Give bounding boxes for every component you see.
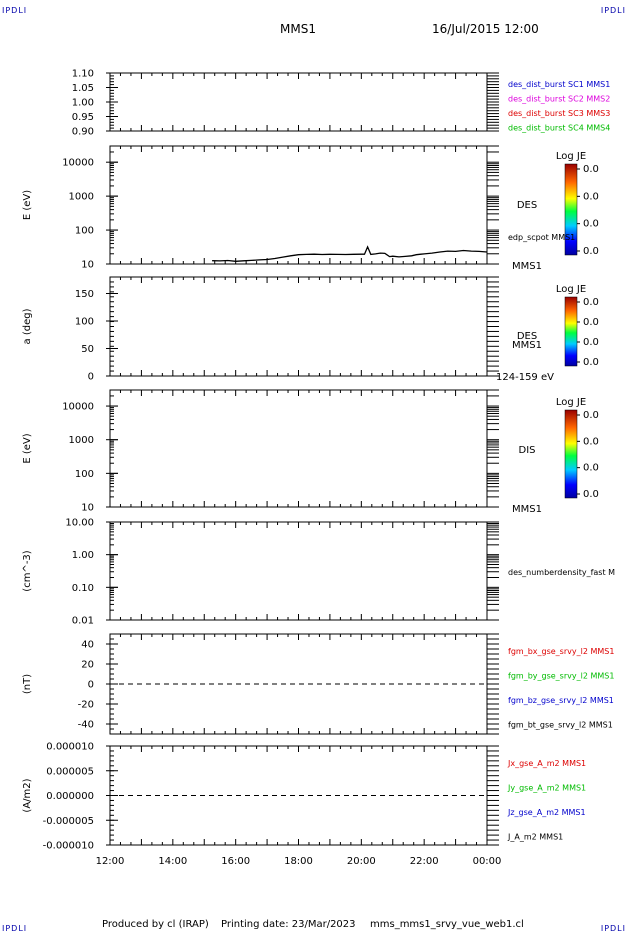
y-axis-label: E (eV) [22, 190, 33, 220]
colorbar-tick-label: 0.0 [583, 357, 599, 368]
colorbar-tick-label: 0.0 [583, 191, 599, 202]
legend-entry: J_A_m2 MMS1 [507, 833, 563, 842]
legend-entry: Jy_gse_A_m2 MMS1 [507, 784, 586, 793]
colorbar-title: Log JE [556, 151, 586, 162]
instrument-label: DES [517, 200, 537, 211]
colorbar [564, 296, 578, 367]
series-line [212, 245, 488, 262]
y-tick-label: 0.000005 [46, 766, 94, 777]
y-tick-label: 1.00 [72, 550, 94, 561]
y-tick-label: 1000 [69, 192, 94, 203]
x-tick-label: 16:00 [221, 856, 250, 867]
y-tick-label: 0.95 [72, 112, 94, 123]
spacecraft-label: MMS1 [512, 261, 542, 272]
y-tick-label: 0.90 [72, 127, 94, 138]
legend-entry: fgm_bz_gse_srvy_l2 MMS1 [508, 696, 614, 705]
y-tick-label: 20 [81, 660, 94, 671]
panel-frame [109, 276, 488, 377]
overlay-series-label: edp_scpot MMS1 [508, 233, 575, 242]
colorbar-tick-label: 0.0 [583, 297, 599, 308]
spacecraft-label: MMS1 [512, 504, 542, 515]
y-tick-label: -0.000005 [43, 816, 94, 827]
y-axis-label: E (eV) [22, 433, 33, 463]
spacecraft-label: MMS1 [512, 340, 542, 351]
legend-entry: fgm_bx_gse_srvy_l2 MMS1 [508, 647, 614, 656]
y-tick-label: -0.000010 [43, 841, 94, 852]
x-tick-label: 14:00 [158, 856, 187, 867]
mission-title: MMS1 [280, 22, 316, 36]
y-tick-label: 0 [88, 680, 94, 691]
y-tick-label: 150 [75, 289, 94, 300]
y-axis-label: (cm^-3) [22, 550, 33, 591]
colorbar-tick-label: 0.0 [583, 436, 599, 447]
corner-tag-top-right: IPDLI [600, 6, 626, 15]
y-axis-label: (nT) [22, 674, 33, 694]
legend-entry: Jx_gse_A_m2 MMS1 [507, 759, 586, 768]
y-tick-label: 1.10 [72, 69, 94, 80]
legend-entry: fgm_by_gse_srvy_l2 MMS1 [508, 672, 614, 681]
y-tick-label: 0.000010 [46, 742, 94, 753]
legend-entry: fgm_bt_gse_srvy_l2 MMS1 [508, 721, 613, 730]
y-tick-label: 50 [81, 344, 94, 355]
colorbar-tick-label: 0.0 [583, 337, 599, 348]
corner-tag-bottom-left: IPDLI [2, 924, 28, 933]
x-tick-label: 22:00 [410, 856, 439, 867]
y-tick-label: 10000 [62, 402, 94, 413]
panel-frame [109, 72, 488, 132]
x-tick-label: 00:00 [473, 856, 502, 867]
y-axis-label: a (deg) [22, 308, 33, 344]
x-tick-label: 20:00 [347, 856, 376, 867]
panel-frame [109, 521, 488, 621]
y-tick-label: 100 [75, 317, 94, 328]
y-tick-label: 40 [81, 640, 94, 651]
y-axis-label: (A/m2) [22, 778, 33, 812]
energy-range-label: 124-159 eV [496, 372, 554, 383]
x-tick-label: 18:00 [284, 856, 313, 867]
footer-produced-by: Produced by cl (IRAP) [102, 919, 209, 930]
y-tick-label: -20 [78, 700, 94, 711]
y-tick-label: 1.05 [72, 83, 94, 94]
colorbar-tick-label: 0.0 [583, 463, 599, 474]
colorbar [564, 409, 578, 499]
colorbar-title: Log JE [556, 284, 586, 295]
plot-datetime: 16/Jul/2015 12:00 [432, 22, 539, 36]
corner-tag-top-left: IPDLI [2, 6, 28, 15]
colorbar-tick-label: 0.0 [583, 246, 599, 257]
legend-entry: des_dist_burst SC4 MMS4 [508, 124, 610, 133]
colorbar [564, 163, 578, 256]
x-tick-label: 12:00 [96, 856, 125, 867]
instrument-label: DES [517, 331, 537, 342]
y-tick-label: 0.000000 [46, 791, 94, 802]
footer-filename: mms_mms1_srvy_vue_web1.cl [370, 919, 524, 930]
y-tick-label: 10 [81, 503, 94, 514]
y-tick-label: 0.10 [72, 583, 94, 594]
y-tick-label: 10000 [62, 158, 94, 169]
y-tick-label: 0.01 [72, 616, 94, 627]
instrument-label: DIS [519, 445, 536, 456]
panel-frame [109, 389, 488, 508]
footer-printing-date: Printing date: 23/Mar/2023 [221, 919, 356, 930]
y-tick-label: 10.00 [65, 518, 94, 529]
colorbar-tick-label: 0.0 [583, 489, 599, 500]
colorbar-tick-label: 0.0 [583, 219, 599, 230]
y-tick-label: 100 [75, 469, 94, 480]
y-tick-label: 10 [81, 260, 94, 271]
legend-entry: Jz_gse_A_m2 MMS1 [507, 808, 586, 817]
y-tick-label: 1000 [69, 435, 94, 446]
legend-entry: des_dist_burst SC1 MMS1 [508, 80, 610, 89]
colorbar-tick-label: 0.0 [583, 164, 599, 175]
panel-frame [109, 145, 488, 265]
y-tick-label: -40 [78, 720, 94, 731]
corner-tag-bottom-right: IPDLI [600, 924, 626, 933]
y-tick-label: 1.00 [72, 98, 94, 109]
y-tick-label: 0 [88, 372, 94, 383]
legend-entry: des_numberdensity_fast M [508, 568, 615, 577]
colorbar-title: Log JE [556, 397, 586, 408]
legend-entry: des_dist_burst SC2 MMS2 [508, 95, 610, 104]
colorbar-tick-label: 0.0 [583, 410, 599, 421]
legend-entry: des_dist_burst SC3 MMS3 [508, 109, 610, 118]
colorbar-tick-label: 0.0 [583, 317, 599, 328]
y-tick-label: 100 [75, 226, 94, 237]
